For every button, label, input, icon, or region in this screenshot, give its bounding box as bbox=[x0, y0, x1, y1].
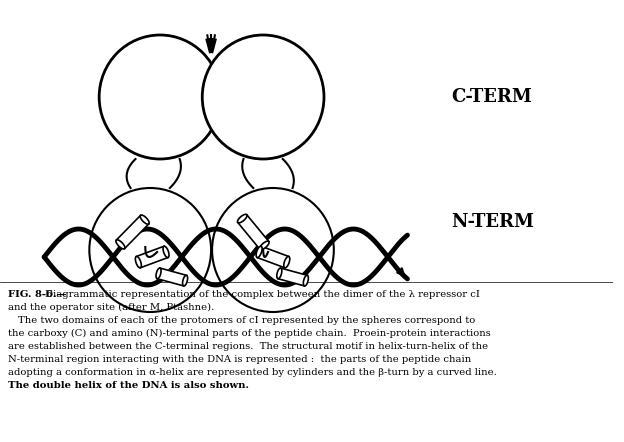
Text: are established between the C-terminal regions.  The structural motif in helix-t: are established between the C-terminal r… bbox=[8, 342, 488, 351]
Polygon shape bbox=[238, 215, 269, 249]
Text: Diagrammatic representation of the complex between the dimer of the λ repressor : Diagrammatic representation of the compl… bbox=[44, 290, 479, 299]
Ellipse shape bbox=[284, 256, 290, 268]
Ellipse shape bbox=[135, 256, 141, 268]
Polygon shape bbox=[136, 246, 168, 268]
Ellipse shape bbox=[303, 275, 308, 286]
Ellipse shape bbox=[238, 214, 247, 223]
Polygon shape bbox=[116, 215, 149, 248]
Ellipse shape bbox=[183, 275, 188, 286]
Ellipse shape bbox=[140, 215, 149, 224]
Text: C-TERM: C-TERM bbox=[452, 88, 532, 106]
Polygon shape bbox=[157, 268, 187, 286]
Text: N-TERM: N-TERM bbox=[452, 213, 535, 231]
Text: the carboxy (C) and amino (N)-terminal parts of the peptide chain.  Proein-prote: the carboxy (C) and amino (N)-terminal p… bbox=[8, 329, 490, 338]
Circle shape bbox=[202, 35, 324, 159]
Polygon shape bbox=[278, 268, 307, 286]
Text: N-terminal region interacting with the DNA is represented :  the parts of the pe: N-terminal region interacting with the D… bbox=[8, 355, 471, 364]
Text: The double helix of the DNA is also shown.: The double helix of the DNA is also show… bbox=[8, 381, 249, 390]
Ellipse shape bbox=[163, 246, 169, 258]
Text: adopting a conformation in α-helix are represented by cylinders and the β-turn b: adopting a conformation in α-helix are r… bbox=[8, 368, 497, 377]
Polygon shape bbox=[257, 246, 289, 268]
Circle shape bbox=[99, 35, 221, 159]
Text: The two domains of each of the protomers of cI represented by the spheres corres: The two domains of each of the protomers… bbox=[8, 316, 475, 325]
Text: and the operator site (after M. Ptashne).: and the operator site (after M. Ptashne)… bbox=[8, 303, 214, 312]
Ellipse shape bbox=[156, 268, 161, 279]
Ellipse shape bbox=[116, 240, 125, 249]
Ellipse shape bbox=[277, 268, 282, 279]
Text: FIG. 8-6.—: FIG. 8-6.— bbox=[8, 290, 66, 299]
Ellipse shape bbox=[260, 241, 269, 250]
Ellipse shape bbox=[256, 246, 262, 258]
